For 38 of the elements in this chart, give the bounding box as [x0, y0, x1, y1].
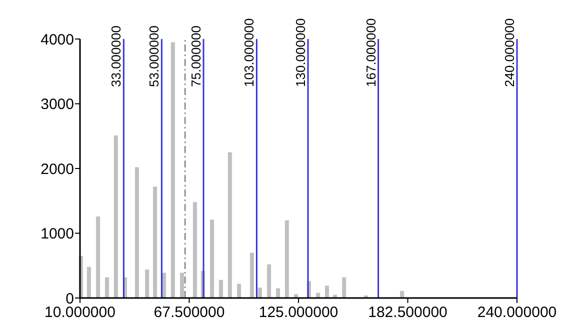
y-tick-label: 1000: [40, 226, 74, 242]
ref-line-label: 240.000000: [502, 18, 517, 87]
bar: [228, 152, 232, 298]
y-tick-label: 2000: [40, 160, 74, 178]
x-tick-label: 182.500000: [368, 304, 448, 321]
bar: [114, 135, 118, 298]
bar: [145, 270, 150, 298]
x-tick-label: 240.000000: [477, 304, 557, 321]
bar: [210, 220, 214, 298]
y-tick-label: 4000: [40, 31, 74, 48]
bar: [258, 288, 262, 298]
ref-line-label: 53.000000: [146, 26, 162, 87]
bar: [86, 266, 91, 298]
bar: [400, 290, 404, 298]
bar: [267, 264, 272, 298]
bar: [218, 280, 223, 298]
bar: [325, 286, 329, 298]
x-tick-label: 67.500000: [154, 304, 225, 321]
ref-line-label: 103.000000: [242, 18, 257, 87]
ref-line-label: 167.000000: [363, 18, 378, 87]
ref-line-label: 130.000000: [293, 18, 308, 87]
bar: [96, 216, 100, 298]
bar: [237, 284, 242, 298]
bar: [180, 272, 184, 298]
bar: [135, 167, 139, 298]
bar: [284, 220, 289, 298]
bar: [170, 42, 175, 298]
bar: [294, 294, 298, 298]
y-tick-label: 3000: [40, 96, 74, 113]
bar: [153, 186, 158, 298]
ref-line-label: 75.000000: [188, 26, 204, 87]
bar: [192, 202, 197, 298]
bar: [276, 288, 280, 298]
bar: [342, 277, 346, 298]
x-tick-label: 125.000000: [258, 304, 338, 321]
ref-line-label: 33.000000: [108, 26, 124, 87]
bar: [250, 252, 254, 298]
bar: [104, 277, 109, 298]
